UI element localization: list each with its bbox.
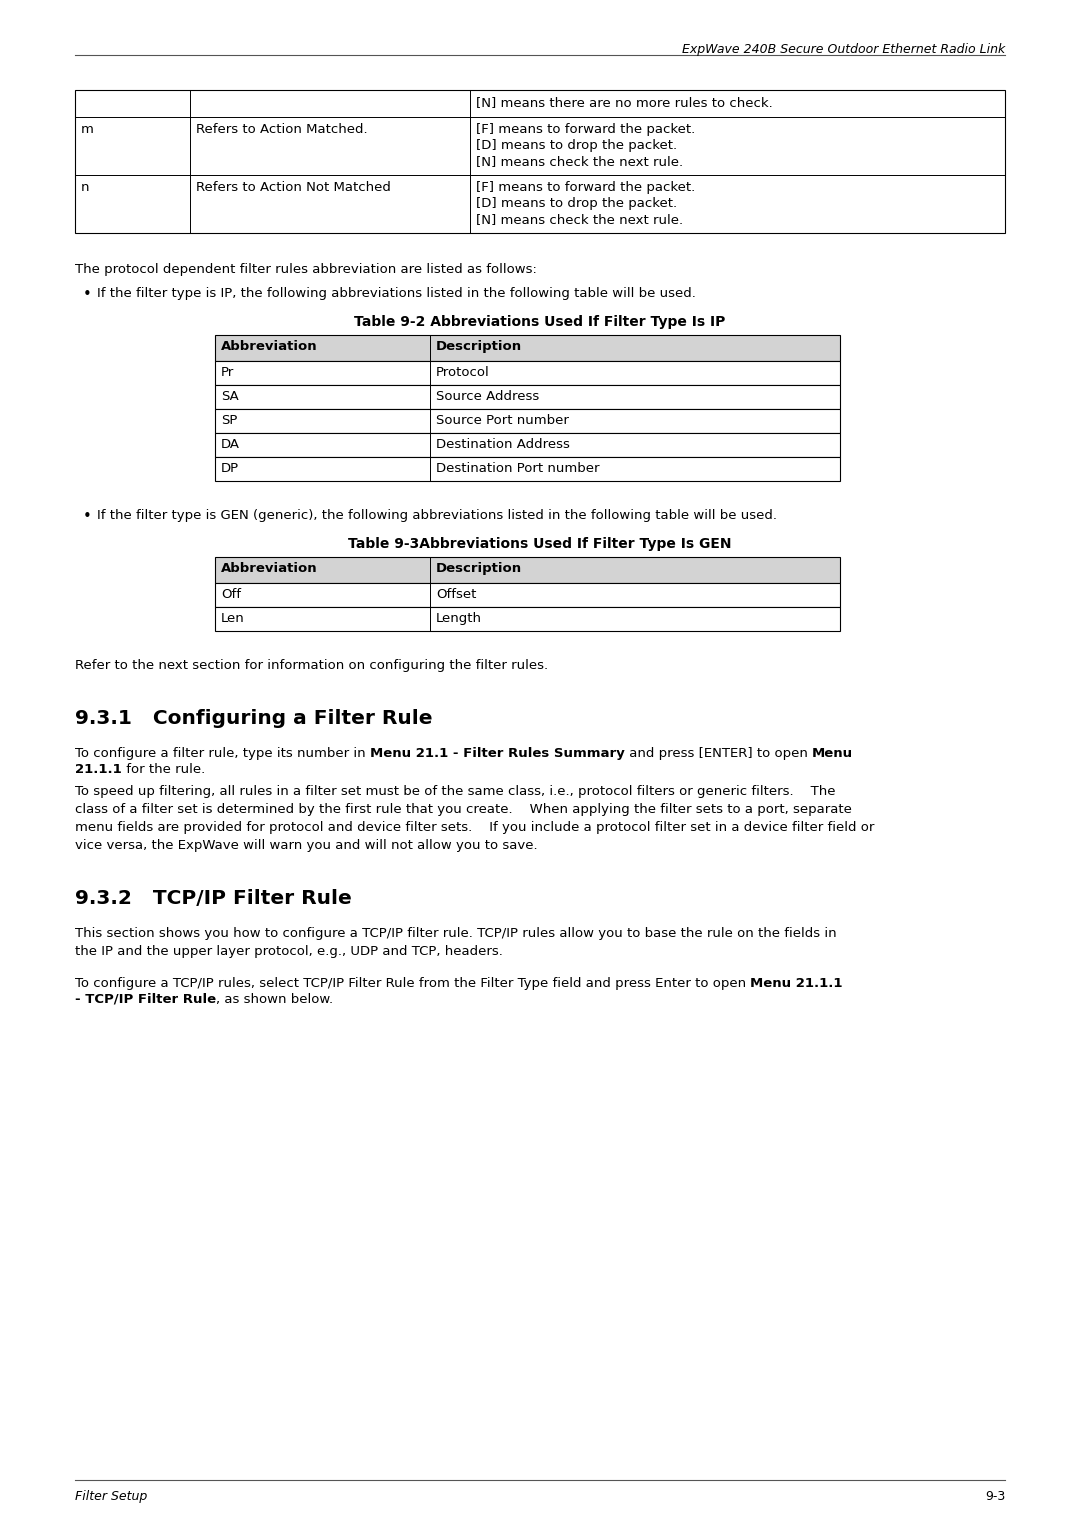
Text: Refer to the next section for information on configuring the filter rules.: Refer to the next section for informatio… (75, 659, 549, 672)
Text: Off: Off (221, 588, 241, 601)
Text: Protocol: Protocol (436, 367, 489, 379)
Text: 9-3: 9-3 (985, 1490, 1005, 1504)
Text: 21.1.1: 21.1.1 (75, 762, 122, 776)
Text: SA: SA (221, 390, 239, 403)
Text: If the filter type is IP, the following abbreviations listed in the following ta: If the filter type is IP, the following … (97, 287, 696, 299)
Text: [N] means check the next rule.: [N] means check the next rule. (476, 212, 684, 226)
Text: Menu 21.1 - Filter Rules Summary: Menu 21.1 - Filter Rules Summary (369, 747, 624, 759)
Text: [F] means to forward the packet.: [F] means to forward the packet. (476, 180, 696, 194)
Text: Description: Description (436, 562, 522, 575)
Bar (215, 361, 840, 385)
Text: [F] means to forward the packet.: [F] means to forward the packet. (476, 122, 696, 136)
Text: SP: SP (221, 414, 238, 426)
Bar (75, 90, 1005, 232)
Text: 9.3.1   Configuring a Filter Rule: 9.3.1 Configuring a Filter Rule (75, 709, 432, 727)
Text: [D] means to drop the packet.: [D] means to drop the packet. (476, 139, 677, 151)
Text: for the rule.: for the rule. (122, 762, 205, 776)
Text: DA: DA (221, 439, 240, 451)
Text: m: m (81, 122, 94, 136)
Text: the IP and the upper layer protocol, e.g., UDP and TCP, headers.: the IP and the upper layer protocol, e.g… (75, 944, 503, 958)
Bar (215, 457, 840, 481)
Text: Destination Port number: Destination Port number (436, 461, 599, 475)
Text: To speed up filtering, all rules in a filter set must be of the same class, i.e.: To speed up filtering, all rules in a fi… (75, 785, 836, 798)
Bar (215, 558, 840, 584)
Text: vice versa, the ExpWave will warn you and will not allow you to save.: vice versa, the ExpWave will warn you an… (75, 839, 538, 853)
Text: Table 9-2 Abbreviations Used If Filter Type Is IP: Table 9-2 Abbreviations Used If Filter T… (354, 315, 726, 329)
Text: •: • (83, 509, 92, 524)
Text: and press [ENTER] to open: and press [ENTER] to open (624, 747, 812, 759)
Text: [N] means check the next rule.: [N] means check the next rule. (476, 154, 684, 168)
Text: [N] means there are no more rules to check.: [N] means there are no more rules to che… (476, 96, 773, 108)
Text: Length: Length (436, 613, 482, 625)
Text: Offset: Offset (436, 588, 476, 601)
Text: This section shows you how to configure a TCP/IP filter rule. TCP/IP rules allow: This section shows you how to configure … (75, 927, 837, 940)
Text: ExpWave 240B Secure Outdoor Ethernet Radio Link: ExpWave 240B Secure Outdoor Ethernet Rad… (681, 43, 1005, 57)
Text: Description: Description (436, 341, 522, 353)
Text: Len: Len (221, 613, 245, 625)
Text: Source Port number: Source Port number (436, 414, 569, 426)
Bar (215, 335, 840, 361)
Text: , as shown below.: , as shown below. (216, 993, 334, 1005)
Text: •: • (83, 287, 92, 303)
Text: n: n (81, 180, 90, 194)
Text: 9.3.2   TCP/IP Filter Rule: 9.3.2 TCP/IP Filter Rule (75, 889, 352, 908)
Text: class of a filter set is determined by the first rule that you create.    When a: class of a filter set is determined by t… (75, 804, 852, 816)
Text: menu fields are provided for protocol and device filter sets.    If you include : menu fields are provided for protocol an… (75, 821, 875, 834)
Text: To configure a TCP/IP rules, select TCP/IP Filter Rule from the Filter Type fiel: To configure a TCP/IP rules, select TCP/… (75, 976, 751, 990)
Text: Abbreviation: Abbreviation (221, 341, 318, 353)
Text: Pr: Pr (221, 367, 234, 379)
Text: To configure a filter rule, type its number in: To configure a filter rule, type its num… (75, 747, 369, 759)
Text: If the filter type is GEN (generic), the following abbreviations listed in the f: If the filter type is GEN (generic), the… (97, 509, 777, 523)
Text: Table 9-3Abbreviations Used If Filter Type Is GEN: Table 9-3Abbreviations Used If Filter Ty… (348, 536, 732, 552)
Text: Filter Setup: Filter Setup (75, 1490, 147, 1504)
Text: DP: DP (221, 461, 239, 475)
Text: Menu: Menu (812, 747, 853, 759)
Bar (215, 584, 840, 607)
Text: Refers to Action Matched.: Refers to Action Matched. (195, 122, 367, 136)
Bar (215, 432, 840, 457)
Bar (215, 385, 840, 410)
Text: Destination Address: Destination Address (436, 439, 570, 451)
Bar (215, 607, 840, 631)
Text: Refers to Action Not Matched: Refers to Action Not Matched (195, 180, 391, 194)
Text: The protocol dependent filter rules abbreviation are listed as follows:: The protocol dependent filter rules abbr… (75, 263, 537, 277)
Text: - TCP/IP Filter Rule: - TCP/IP Filter Rule (75, 993, 216, 1005)
Text: Source Address: Source Address (436, 390, 539, 403)
Text: [D] means to drop the packet.: [D] means to drop the packet. (476, 197, 677, 209)
Text: Menu 21.1.1: Menu 21.1.1 (751, 976, 842, 990)
Bar (215, 410, 840, 432)
Text: Abbreviation: Abbreviation (221, 562, 318, 575)
